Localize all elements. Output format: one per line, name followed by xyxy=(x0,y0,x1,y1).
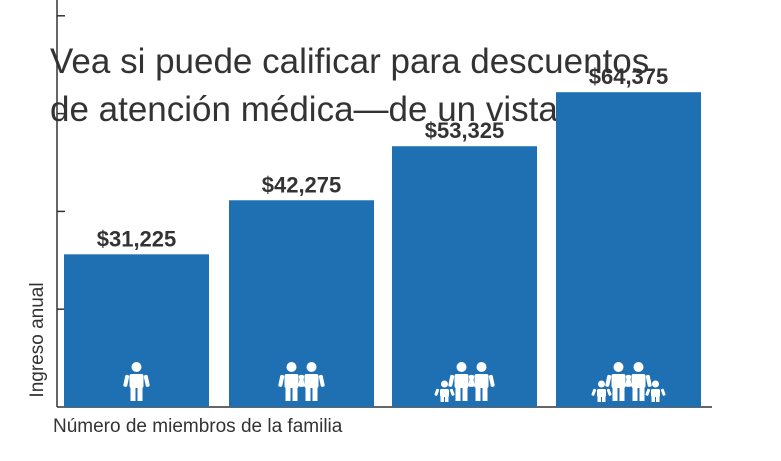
adult-person-icon xyxy=(625,362,652,401)
chart-bars: $31,225 $42,275 $53,325 $64,375 xyxy=(64,64,701,408)
bar-4 xyxy=(556,92,701,408)
bar-value-label-2: $42,275 xyxy=(262,172,342,197)
family-icon-group-2 xyxy=(278,362,325,401)
family-icon-group-4 xyxy=(591,362,666,402)
bar-group-3: $53,325 xyxy=(392,118,537,407)
adult-person-icon xyxy=(605,362,632,401)
child-person-icon xyxy=(591,380,612,402)
bar-value-label-4: $64,375 xyxy=(589,64,669,89)
chart-title: Vea si puede calificar para descuentos d… xyxy=(50,38,750,134)
family-icon-group-3 xyxy=(434,362,495,402)
adult-person-icon xyxy=(468,362,495,401)
bar-value-label-1: $31,225 xyxy=(97,226,177,251)
child-person-icon xyxy=(645,380,666,402)
bar-group-4: $64,375 xyxy=(556,64,701,408)
adult-person-icon xyxy=(298,362,325,401)
family-icon-group-1 xyxy=(123,362,150,401)
adult-person-icon xyxy=(278,362,305,401)
chart-title-line-2: de atención médica—de un vistazo: xyxy=(50,90,605,129)
chart-title-line-1: Vea si puede calificar para descuentos xyxy=(50,42,650,81)
y-axis-label: Ingreso anual xyxy=(27,282,48,398)
bar-group-2: $42,275 xyxy=(229,172,374,407)
bar-value-label-3: $53,325 xyxy=(425,118,505,143)
bar-group-1: $31,225 xyxy=(64,226,209,407)
adult-person-icon xyxy=(123,362,150,401)
bar-2 xyxy=(229,200,374,407)
x-axis-label: Número de miembros de la familia xyxy=(53,416,343,437)
child-person-icon xyxy=(434,380,455,402)
